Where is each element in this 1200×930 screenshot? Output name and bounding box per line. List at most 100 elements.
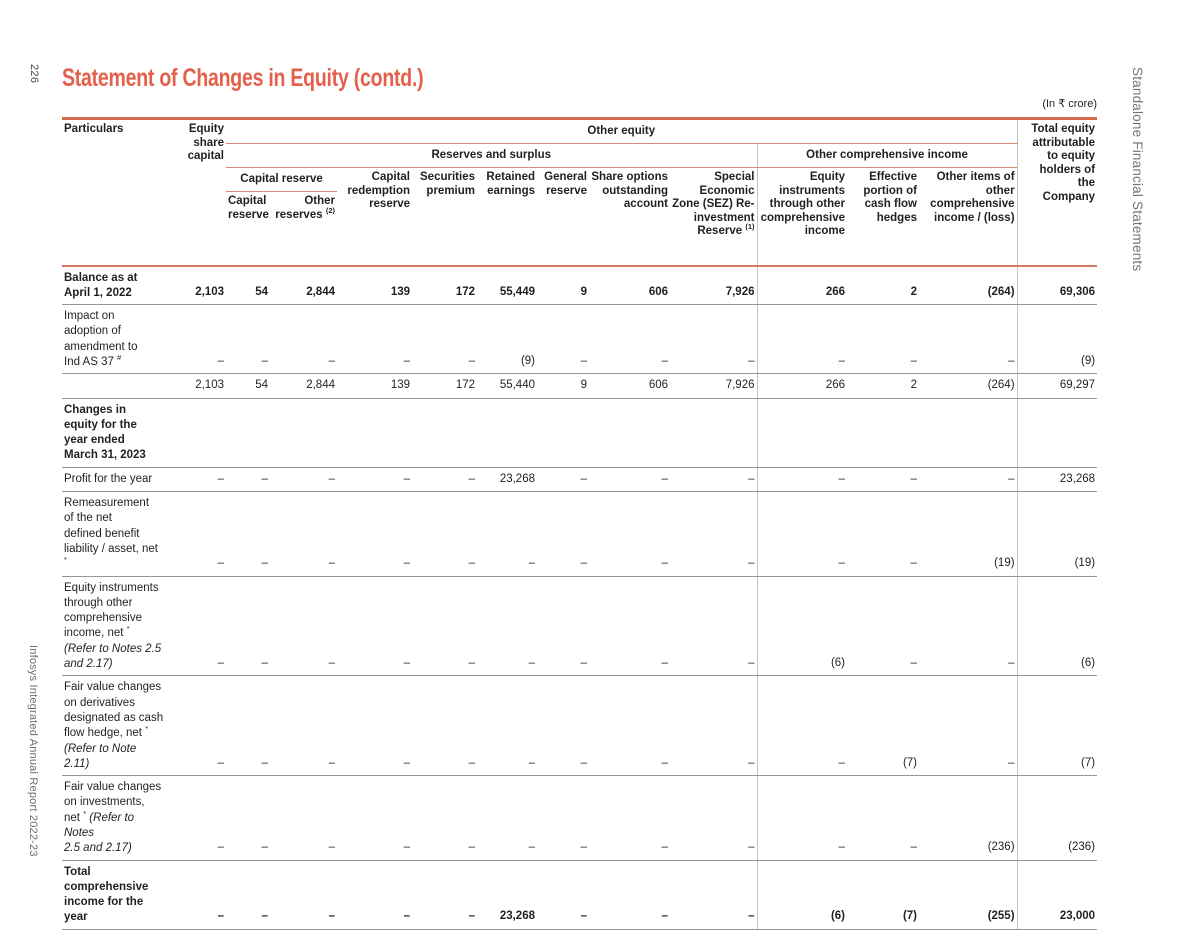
table-cell: 139 [337, 265, 412, 306]
col-header-particulars: Particulars [62, 118, 168, 267]
table-cell: (236) [919, 775, 1018, 861]
table-cell: 7,926 [670, 265, 757, 306]
table-cell: – [589, 467, 670, 493]
table-cell: – [756, 675, 847, 777]
table-cell: – [537, 775, 589, 861]
table-cell: – [537, 576, 589, 677]
row-label: Equity instruments through other comprehen… [62, 576, 168, 677]
table-cell [589, 398, 670, 468]
col-header-capital-redemption-reserve: Capital redemption reserve [337, 167, 412, 267]
table-cell: (19) [919, 491, 1018, 577]
col-header-total-equity: Total equity attributable to equity hold… [1016, 118, 1098, 267]
row-label: Total comprehensive income for the year [62, 860, 168, 930]
table-cell: – [168, 304, 226, 375]
table-cell: – [589, 576, 670, 677]
col-header-securities-premium: Securities premium [412, 167, 477, 267]
table-cell: 606 [589, 373, 670, 399]
table-cell [537, 398, 589, 468]
table-cell [226, 398, 270, 468]
table-cell: – [589, 675, 670, 777]
table-row: 2,103 54 2,844 139 172 55,440 9 606 7,926 266 2 (26… [62, 373, 1098, 399]
table-cell: – [670, 675, 757, 777]
table-cell: – [168, 775, 226, 861]
table-cell: 2 [847, 373, 919, 399]
table-cell: (6) [756, 860, 847, 930]
row-label: Fair value changes on investments, net * (… [62, 775, 168, 861]
section-side-tab: Standalone Financial Statements [1130, 67, 1145, 272]
table-cell: (6) [1016, 576, 1098, 677]
table-cell: – [412, 491, 477, 577]
table-cell: – [226, 304, 270, 375]
table-cell: (9) [477, 304, 537, 375]
table-cell [270, 398, 337, 468]
table-row: Remeasurement of the net defined benefit li… [62, 491, 1098, 577]
table-cell: – [537, 675, 589, 777]
table-cell [919, 398, 1018, 468]
table-cell: – [168, 675, 226, 777]
table-cell: 266 [756, 373, 847, 399]
table-cell: – [477, 775, 537, 861]
table-row: Changes in equity for the year ended March … [62, 398, 1098, 468]
table-cell: 9 [537, 265, 589, 306]
table-cell: 9 [537, 373, 589, 399]
table-cell: – [847, 467, 919, 493]
table-cell: – [756, 491, 847, 577]
table-cell: – [477, 576, 537, 677]
table-cell: – [226, 860, 270, 930]
table-cell: 2 [847, 265, 919, 306]
table-cell: 55,449 [477, 265, 537, 306]
group-header-other-equity: Other equity [226, 118, 1018, 144]
col-header-sez-reserve: Special Economic Zone (SEZ) Re-investmen… [670, 167, 757, 267]
table-cell: – [537, 491, 589, 577]
table-cell: – [756, 467, 847, 493]
col-header-retained-earnings: Retained earnings [477, 167, 537, 267]
table-cell: 2,844 [270, 373, 337, 399]
group-header-capital-reserve: Capital reserve [226, 167, 337, 192]
table-cell [756, 398, 847, 468]
statement-of-changes-in-equity-table: Particulars Equity share capital Other e… [62, 117, 1098, 930]
col-header-general-reserve: General reserve [537, 167, 589, 267]
page-number: 226 [28, 64, 40, 84]
table-cell: – [168, 860, 226, 930]
table-cell: – [270, 467, 337, 493]
table-cell: 23,268 [477, 860, 537, 930]
table-cell: – [270, 775, 337, 861]
table-cell [168, 398, 226, 468]
table-cell: – [168, 576, 226, 677]
col-header-effective-portion-hedges: Effective portion of cash flow hedges [847, 167, 919, 267]
table-cell: – [270, 491, 337, 577]
table-cell: 54 [226, 265, 270, 306]
row-label: Changes in equity for the year ended March … [62, 398, 168, 468]
table-cell: – [337, 775, 412, 861]
table-cell: – [670, 576, 757, 677]
table-cell: – [919, 304, 1018, 375]
unit-note: (In ₹ crore) [1042, 98, 1097, 110]
table-cell: – [537, 467, 589, 493]
table-cell: – [412, 675, 477, 777]
table-cell: 69,306 [1016, 265, 1098, 306]
table-cell: – [270, 304, 337, 375]
page-title: Statement of Changes in Equity (contd.) [62, 64, 424, 92]
table-cell: (264) [919, 373, 1018, 399]
table-cell: – [270, 576, 337, 677]
table-cell: – [537, 304, 589, 375]
table-cell: (7) [847, 675, 919, 777]
table-cell: – [412, 775, 477, 861]
table-cell: 606 [589, 265, 670, 306]
report-footer-text: Infosys Integrated Annual Report 2022-23 [27, 645, 39, 857]
group-header-other-comprehensive-income: Other comprehensive income [756, 143, 1018, 168]
table-cell: – [670, 304, 757, 375]
table-cell: (255) [919, 860, 1018, 930]
table-cell: (236) [1016, 775, 1098, 861]
table-cell: – [477, 675, 537, 777]
table-cell: – [756, 304, 847, 375]
table-cell: – [919, 576, 1018, 677]
table-cell: – [337, 675, 412, 777]
table-cell: (264) [919, 265, 1018, 306]
row-label: Impact on adoption of amendment to Ind AS 3… [62, 304, 168, 375]
table-cell: 55,440 [477, 373, 537, 399]
table-cell: 2,103 [168, 265, 226, 306]
table-cell: – [589, 304, 670, 375]
table-cell: – [226, 675, 270, 777]
